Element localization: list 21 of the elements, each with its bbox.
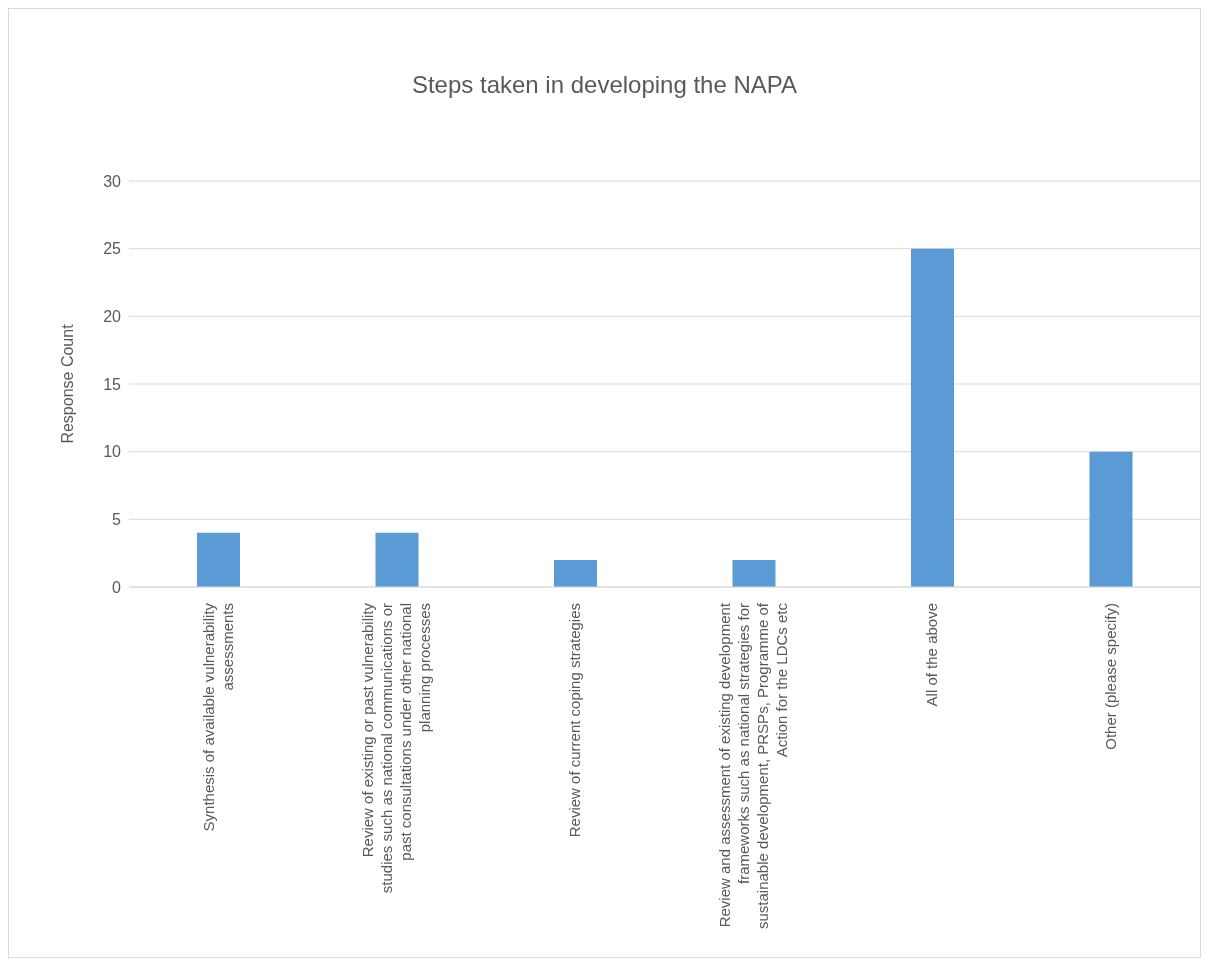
x-tick-label: Review and assessment of existing development frameworks such as national strategies for sustainable development, PRSPs, Programme of Action for the LDCs etc: [716, 602, 791, 929]
bar: [732, 559, 776, 587]
y-tick-label: 15: [103, 375, 122, 393]
x-tick-label: Other (please specify): [1101, 603, 1119, 750]
bar: [911, 248, 954, 587]
y-tick-label: 0: [112, 578, 122, 596]
x-tick-label: All of the above: [923, 603, 941, 707]
x-tick-label: Review of existing or past vulnerability studies such as national communications or past consultations under other national planning processes: [359, 602, 434, 894]
y-axis-title: Response Count: [58, 323, 76, 444]
x-tick-label: Review of current coping strategies: [566, 603, 584, 838]
y-tick-label: 5: [112, 511, 122, 529]
chart-title: Steps taken in developing the NAPA: [410, 71, 799, 99]
bar: [554, 559, 597, 587]
bar: [197, 532, 240, 587]
y-tick-label: 30: [103, 172, 122, 190]
y-tick-label: 10: [103, 443, 122, 461]
bar: [375, 532, 419, 587]
y-tick-label: 25: [103, 240, 122, 258]
y-tick-label: 20: [103, 308, 122, 326]
x-tick-label: Synthesis of available vulnerability assessments: [199, 602, 236, 832]
bar: [1089, 451, 1133, 587]
